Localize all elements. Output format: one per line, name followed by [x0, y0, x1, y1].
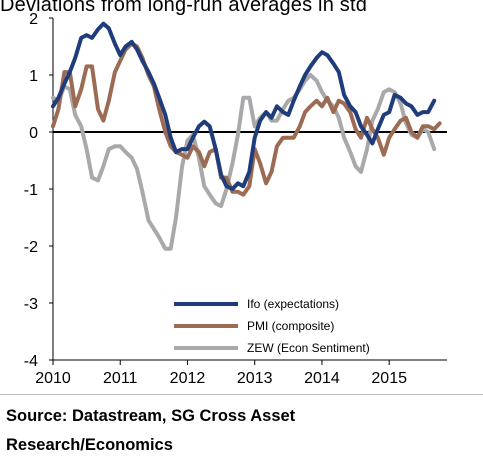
y-axis: 2 1 0 -1 -2 -3 -4: [24, 11, 54, 370]
legend-label: PMI (composite): [247, 319, 334, 333]
x-axis: 2010 2011 2012 2013 2014 2015: [35, 131, 447, 387]
y-tick-label: -4: [24, 353, 38, 370]
x-tick-label: 2011: [103, 370, 138, 387]
y-tick-label: -2: [24, 239, 38, 256]
x-tick-label: 2015: [371, 370, 407, 387]
series-line-ifo: [51, 21, 437, 191]
y-tick-label: -3: [24, 296, 38, 313]
line-chart: 2 1 0 -1 -2 -3 -4 2010 2011 2012 2013 2014 2015 Ifo…: [24, 11, 447, 387]
y-tick-label: 0: [29, 125, 38, 142]
x-tick-label: 2014: [304, 370, 340, 387]
legend-label: Ifo (expectations): [247, 297, 339, 311]
source-note-line-1: Source: Datastream, SG Cross Asset: [6, 407, 296, 425]
legend-label: ZEW (Econ Sentiment): [247, 341, 370, 355]
series-lines: [51, 21, 442, 251]
chart-title: Deviations from long-run averages in std: [0, 0, 368, 16]
x-tick-label: 2010: [35, 370, 71, 387]
source-divider: [0, 394, 483, 395]
source-note-line-2: Research/Economics: [6, 436, 173, 454]
series-line-zew: [51, 73, 437, 251]
x-tick-label: 2013: [237, 370, 273, 387]
y-tick-label: 2: [29, 11, 38, 28]
y-tick-label: 1: [29, 68, 38, 85]
legend: Ifo (expectations) PMI (composite) ZEW (Ec…: [174, 297, 370, 355]
y-tick-label: -1: [24, 182, 38, 199]
x-tick-label: 2012: [170, 370, 206, 387]
